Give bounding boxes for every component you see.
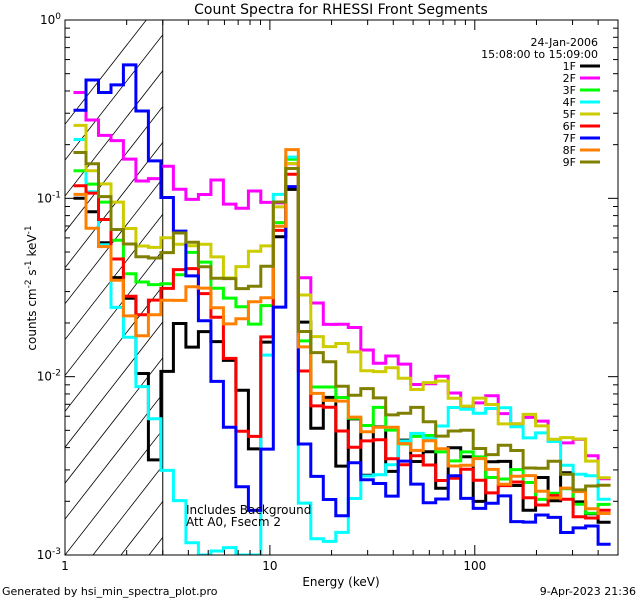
y-axis-label-exp: -1 — [24, 260, 34, 269]
y-axis-label-part: keV — [25, 234, 39, 261]
x-axis-label: Energy (keV) — [302, 575, 379, 589]
date-label: 24-Jan-2006 — [531, 36, 599, 49]
legend-label-9F: 9F — [563, 156, 576, 169]
y-axis-label-exp: -1 — [24, 225, 34, 234]
x-tick-label: 10 — [262, 559, 277, 573]
hatch-line — [65, 20, 203, 197]
x-tick-label: 1 — [61, 559, 69, 573]
x-tick-label: 100 — [463, 559, 486, 573]
axis-ticks: 1 10 100 10-3 10-2 10-1 100 — [37, 12, 619, 573]
legend-label-1F: 1F — [563, 60, 576, 73]
chart-title: Count Spectra for RHESSI Front Segments — [194, 2, 488, 18]
legend-label-3F: 3F — [563, 84, 576, 97]
y-axis-label-part: s — [25, 269, 39, 279]
legend-label-5F: 5F — [563, 108, 576, 121]
y-axis-label-exp: -2 — [24, 279, 34, 288]
legend-label-7F: 7F — [563, 132, 576, 145]
annotation-attenuator: Att A0, Fsecm 2 — [186, 515, 281, 529]
series-6F — [73, 172, 611, 520]
hatch-line — [65, 20, 231, 233]
series-8F — [73, 148, 611, 515]
y-tick-label: 10-2 — [37, 369, 61, 384]
generated-by-label: Generated by hsi_min_spectra_plot.pro — [2, 585, 218, 598]
legend-label-6F: 6F — [563, 120, 576, 133]
series-7F — [73, 63, 611, 546]
series-4F — [73, 138, 611, 555]
y-tick-label: 100 — [40, 12, 61, 27]
series-5F — [73, 123, 611, 480]
plot-timestamp: 9-Apr-2023 21:36 — [540, 585, 636, 598]
series-1F — [73, 187, 611, 524]
legend-label-8F: 8F — [563, 144, 576, 157]
hatch-region — [65, 20, 618, 555]
hatch-line — [65, 20, 175, 161]
series-9F — [73, 151, 611, 492]
time-range-label: 15:08:00 to 15:09:00 — [481, 48, 598, 61]
series-3F — [73, 157, 611, 515]
annotation-background: Includes Background — [186, 503, 311, 517]
y-axis-label: counts cm-2 s-1 keV-1 — [24, 225, 39, 350]
hatch-cover — [162, 20, 618, 555]
plot-frame — [64, 19, 619, 556]
y-tick-label: 10-1 — [37, 190, 61, 205]
legend-label-4F: 4F — [563, 96, 576, 109]
series-layer — [73, 63, 611, 555]
legend-label-2F: 2F — [563, 72, 576, 85]
y-axis-label-part: counts cm — [25, 288, 39, 350]
y-tick-label: 10-3 — [37, 547, 61, 562]
